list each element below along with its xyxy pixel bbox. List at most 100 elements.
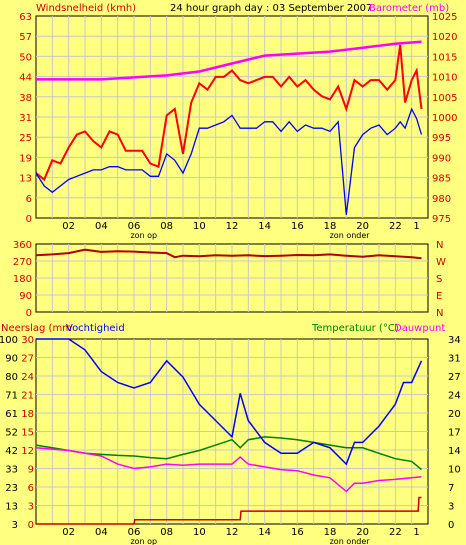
humidity-tick: 71	[5, 391, 18, 402]
barometer-tick: 1000	[432, 113, 457, 124]
humidity-tick: 13	[5, 502, 18, 513]
x-tick-label: 22	[389, 527, 402, 538]
x-tick-label: 1	[413, 221, 419, 232]
temperature-tick: 27	[448, 372, 461, 383]
temperature-axis-title: Temperatuur (°C)	[311, 323, 399, 334]
humidity-tick: 52	[5, 428, 18, 439]
rain-tick: 27	[21, 354, 34, 365]
x-tick-label: 06	[128, 221, 141, 232]
x-tick-label: 06	[128, 527, 141, 538]
barometer-tick: 1005	[432, 93, 457, 104]
rain-tick: 6	[28, 483, 34, 494]
humidity-tick: 90	[5, 354, 18, 365]
x-tick-label: 20	[356, 527, 369, 538]
x-tick-label: 10	[193, 221, 206, 232]
direction-tick: 90	[19, 291, 32, 302]
x-tick-label: 12	[226, 527, 239, 538]
x-tick-label: 14	[258, 527, 271, 538]
wind-tick: 44	[19, 73, 32, 84]
direction-tick: 0	[26, 308, 32, 319]
temperature-tick: 10	[448, 465, 461, 476]
temperature-tick: 14	[448, 446, 461, 457]
x-tick-label: 22	[389, 221, 402, 232]
x-tick-label: 04	[95, 221, 108, 232]
x-tick-label: 02	[62, 527, 75, 538]
direction-tick: 270	[13, 257, 32, 268]
x-tick-label: 18	[324, 527, 337, 538]
humidity-tick: 33	[5, 465, 18, 476]
sunset-label-lower: zon onder	[330, 537, 371, 545]
barometer-axis-title: Barometer (mb)	[369, 3, 449, 14]
rain-tick: 12	[21, 446, 34, 457]
humidity-tick: 3	[12, 520, 18, 531]
sunset-label: zon onder	[330, 231, 371, 240]
x-tick-label: 10	[193, 527, 206, 538]
x-tick-label: 1	[413, 527, 419, 538]
rain-line	[36, 496, 422, 525]
barometer-tick: 1025	[432, 12, 457, 23]
temperature-tick: 7	[448, 483, 454, 494]
wind-speed-line	[35, 44, 423, 182]
rain-tick: 3	[28, 502, 34, 513]
sunrise-label-lower: zon op	[130, 537, 157, 545]
x-tick-label: 08	[160, 221, 173, 232]
x-tick-label: 08	[160, 527, 173, 538]
compass-label: S	[436, 274, 442, 285]
compass-label: N	[436, 308, 443, 319]
rain-tick: 15	[21, 428, 34, 439]
barometer-tick: 990	[432, 153, 451, 164]
compass-label: E	[436, 291, 442, 302]
barometer-tick: 1020	[432, 32, 457, 43]
x-tick-label: 12	[226, 221, 239, 232]
humidity-tick: 80	[5, 372, 18, 383]
x-tick-label: 04	[95, 527, 108, 538]
direction-tick: 360	[13, 240, 32, 251]
rain-tick: 0	[28, 520, 34, 531]
temperature-tick: 20	[448, 409, 461, 420]
barometer-tick: 1010	[432, 73, 457, 84]
rain-tick: 30	[21, 335, 34, 346]
barometer-tick: 980	[432, 194, 451, 205]
dewpoint-line	[35, 447, 422, 493]
humidity-tick: 100	[0, 335, 18, 346]
barometer-tick: 1015	[432, 52, 457, 63]
x-tick-label: 16	[291, 527, 304, 538]
rain-tick: 18	[21, 409, 34, 420]
direction-tick: 180	[13, 274, 32, 285]
compass-label: N	[436, 240, 443, 251]
barometer-tick: 985	[432, 174, 451, 185]
humidity-tick: 42	[5, 446, 18, 457]
dewpoint-axis-title: Dauwpunt	[394, 323, 445, 334]
graph-title: 24 hour graph day : 03 September 2007	[170, 3, 372, 14]
sunrise-label: zon op	[130, 231, 157, 240]
temperature-tick: 31	[448, 354, 461, 365]
wind-tick: 19	[19, 153, 32, 164]
header-texts: Windsnelheid (kmh) 24 hour graph day : 0…	[36, 3, 449, 14]
x-tick-label: 14	[258, 221, 271, 232]
temperature-tick: 34	[448, 335, 461, 346]
wind-tick: 6	[26, 194, 32, 205]
barometer-tick: 975	[432, 214, 451, 225]
temperature-tick: 24	[448, 391, 461, 402]
wind-tick: 31	[19, 113, 32, 124]
barometer-tick: 995	[432, 133, 451, 144]
rain-tick: 24	[21, 372, 34, 383]
panels: 6357504438312519136010251020101510101005…	[0, 12, 461, 545]
humidity-tick: 23	[5, 483, 18, 494]
wind-tick: 63	[19, 12, 32, 23]
x-tick-label: 20	[356, 221, 369, 232]
wind-axis-title: Windsnelheid (kmh)	[36, 3, 136, 14]
humidity-tick: 61	[5, 409, 18, 420]
temperature-tick: 17	[448, 428, 461, 439]
x-tick-label: 02	[62, 221, 75, 232]
wind-tick: 0	[26, 214, 32, 225]
temperature-tick: 0	[448, 520, 454, 531]
humidity-axis-title: Vochtigheid	[66, 323, 125, 334]
wind-tick: 25	[19, 133, 32, 144]
wind-tick: 38	[19, 93, 32, 104]
wind-average-line	[35, 107, 423, 215]
rain-tick: 9	[28, 465, 34, 476]
temperature-tick: 3	[448, 502, 454, 513]
x-tick-label: 16	[291, 221, 304, 232]
